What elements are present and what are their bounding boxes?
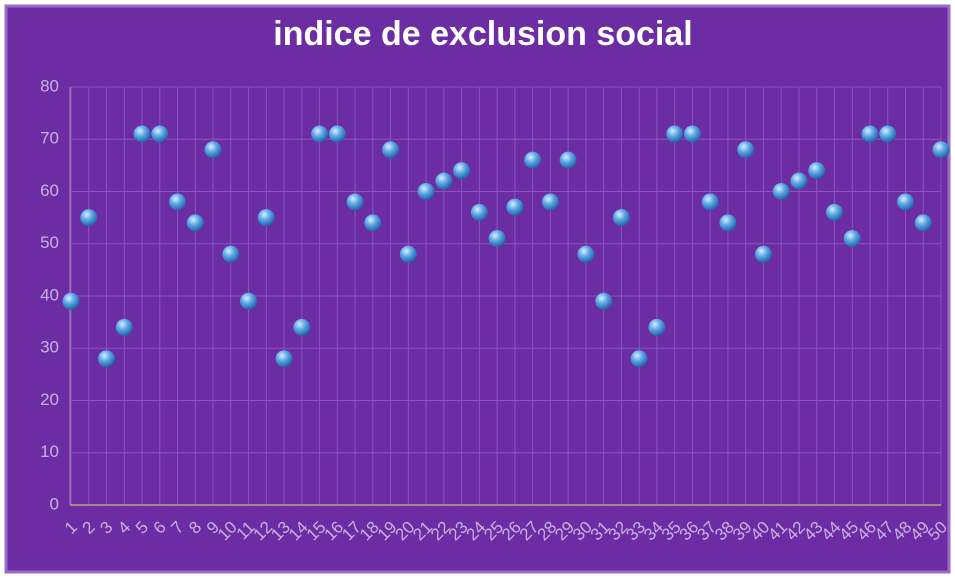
point [861, 125, 879, 143]
y-tick-label: 60 [40, 181, 59, 200]
point [346, 193, 364, 211]
point [204, 141, 222, 159]
point [240, 292, 258, 310]
point [790, 172, 808, 190]
point [524, 151, 542, 169]
point [879, 125, 897, 143]
point [914, 214, 932, 232]
point [541, 193, 559, 211]
point [843, 230, 861, 248]
point [683, 125, 701, 143]
point [222, 245, 240, 263]
point [772, 183, 790, 200]
y-tick-label: 80 [40, 76, 59, 95]
point [719, 214, 737, 232]
point [577, 245, 595, 263]
chart-title: indice de exclusion social [273, 15, 693, 53]
point [896, 193, 914, 211]
point [62, 292, 80, 310]
point [275, 350, 293, 368]
point [825, 203, 843, 221]
point [382, 141, 400, 159]
point [701, 193, 719, 211]
chart-background [4, 4, 951, 574]
point [612, 209, 630, 227]
point [595, 292, 613, 310]
point [648, 318, 666, 336]
point [115, 318, 133, 336]
point [133, 125, 151, 143]
point [186, 214, 204, 232]
point [257, 209, 275, 227]
y-tick-label: 30 [40, 338, 59, 357]
point [470, 203, 488, 221]
point [666, 125, 684, 143]
y-tick-label: 10 [40, 442, 59, 461]
y-tick-label: 70 [40, 129, 59, 148]
point [151, 125, 169, 143]
y-tick-label: 20 [40, 390, 59, 409]
point [506, 198, 524, 216]
point [435, 172, 453, 190]
point [328, 125, 346, 143]
point [808, 162, 826, 180]
point [754, 245, 772, 263]
point [169, 193, 187, 211]
y-tick-label: 40 [40, 285, 59, 304]
point [488, 230, 506, 248]
point [417, 183, 435, 200]
point [932, 141, 950, 159]
point [98, 350, 116, 368]
point [311, 125, 329, 143]
point [293, 318, 311, 336]
y-tick-label: 0 [50, 494, 59, 513]
point [453, 162, 471, 180]
point [399, 245, 417, 263]
point [80, 209, 98, 227]
y-tick-label: 50 [40, 233, 59, 252]
point [630, 350, 648, 368]
point [559, 151, 577, 169]
point [364, 214, 382, 232]
point [737, 141, 755, 159]
